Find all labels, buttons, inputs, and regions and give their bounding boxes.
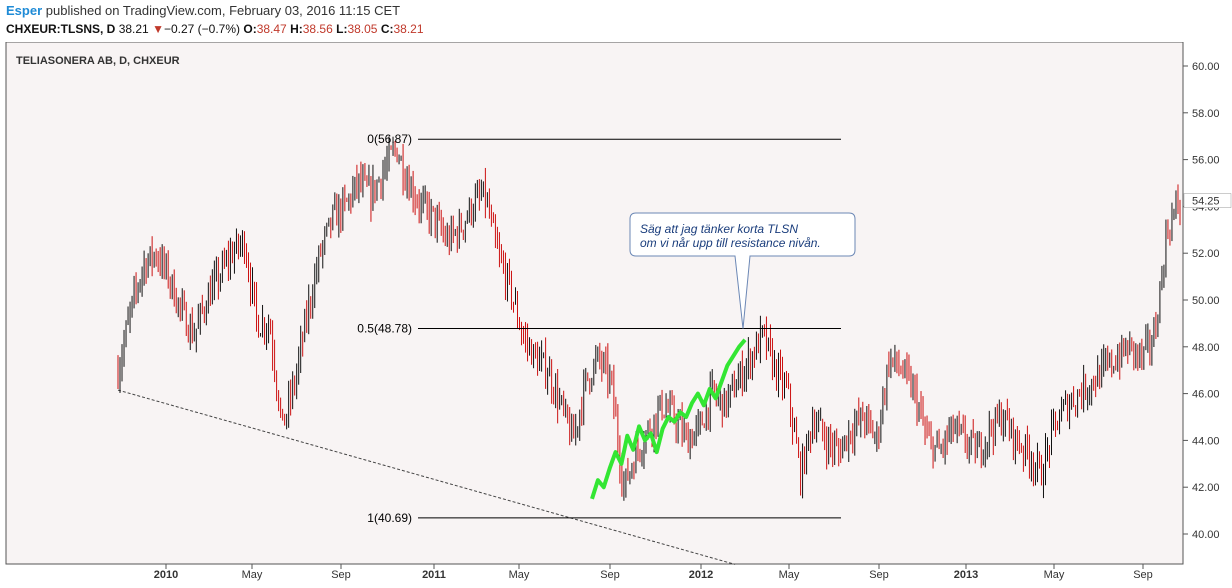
author-link[interactable]: Esper	[6, 3, 43, 18]
x-tick-label: Sep	[331, 569, 351, 581]
last-price-box	[1183, 193, 1232, 208]
open-label: O:	[243, 22, 257, 36]
fib-level-label: 1(40.69)	[367, 511, 412, 525]
y-tick-label: 58.00	[1192, 108, 1220, 120]
y-tick-label: 52.00	[1192, 248, 1220, 260]
x-tick-label: May	[1044, 569, 1065, 581]
x-axis-ticks: 2010 May Sep 2011 May Sep 2012 May Sep 2013 May Sep	[154, 564, 1153, 581]
fib-level-label: 0.5(48.78)	[357, 322, 412, 336]
published-text: published on TradingView.com, February 0…	[45, 3, 401, 18]
x-tick-label: May	[509, 569, 530, 581]
down-arrow-icon: ▼	[152, 22, 164, 36]
chart-title: TELIASONERA AB, D, CHXEUR	[16, 55, 180, 67]
projection-path[interactable]	[590, 338, 747, 500]
open-value: 38.47	[256, 22, 287, 36]
x-tick-label: Sep	[600, 569, 620, 581]
symbol-label: CHXEUR:TLSNS, D	[6, 22, 116, 36]
trendline[interactable]	[117, 389, 736, 565]
high-label: H:	[290, 22, 303, 36]
y-tick-label: 50.00	[1192, 295, 1220, 307]
y-tick-label: 40.00	[1192, 529, 1220, 541]
candles	[117, 136, 1181, 501]
annotation-callout[interactable]: Säg att jag tänker korta TLSN om vi når …	[629, 212, 856, 329]
last-price-marker: 54.25	[1183, 193, 1232, 208]
annotation-line-2: om vi når upp till resistance nivån.	[640, 236, 821, 250]
change-value: −0.27 (−0.7%)	[163, 22, 241, 36]
y-tick-label: 48.00	[1192, 342, 1220, 354]
close-value: 38.21	[393, 22, 424, 36]
publish-line: Esper published on TradingView.com, Febr…	[6, 3, 400, 18]
callout-bubble[interactable]	[629, 212, 856, 329]
price-axis[interactable]	[1183, 42, 1232, 564]
y-tick-label: 44.00	[1192, 435, 1220, 447]
x-tick-label: May	[242, 569, 263, 581]
price-chart[interactable]: 60.0058.0056.0054.0052.0050.0048.0046.00…	[0, 42, 1232, 588]
last-price: 38.21	[118, 22, 149, 36]
x-tick-label: Sep	[869, 569, 889, 581]
fib-retracement[interactable]: 0(56.87) 0.5(48.78) 1(40.69)	[357, 132, 841, 525]
x-tick-label: Sep	[1133, 569, 1153, 581]
low-value: 38.05	[347, 22, 378, 36]
x-tick-label: May	[779, 569, 800, 581]
low-label: L:	[336, 22, 348, 36]
x-tick-label: 2012	[689, 569, 713, 581]
ohlc-line: CHXEUR:TLSNS, D 38.21 ▼−0.27 (−0.7%) O:3…	[6, 22, 424, 36]
fib-level-label: 0(56.87)	[367, 132, 412, 146]
y-tick-label: 46.00	[1192, 389, 1220, 401]
high-value: 38.56	[302, 22, 333, 36]
last-price-label: 54.25	[1192, 196, 1220, 208]
y-tick-label: 42.00	[1192, 482, 1220, 494]
x-tick-label: 2013	[954, 569, 978, 581]
y-tick-label: 60.00	[1192, 61, 1220, 73]
close-label: C:	[380, 22, 394, 36]
annotation-line-1: Säg att jag tänker korta TLSN	[640, 222, 798, 236]
y-tick-label: 56.00	[1192, 155, 1220, 167]
x-tick-label: 2011	[422, 569, 446, 581]
x-tick-label: 2010	[154, 569, 178, 581]
